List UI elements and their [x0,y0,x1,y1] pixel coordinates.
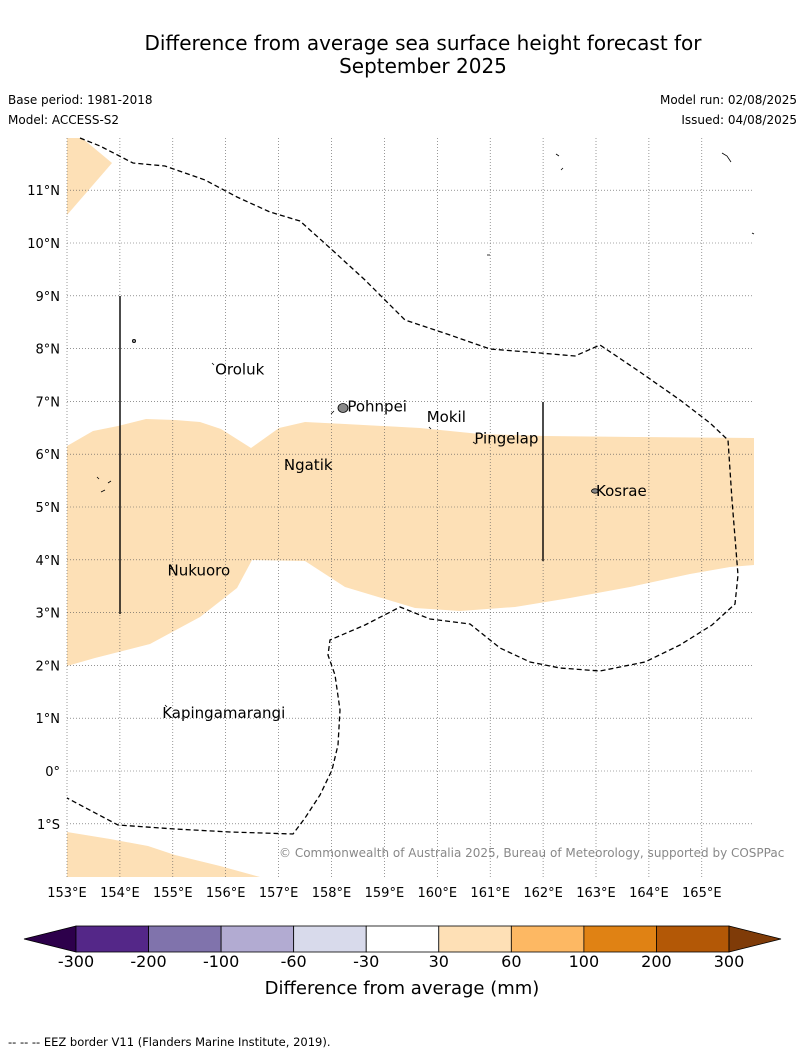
latitude-tick-label: 5°N [36,501,61,516]
copyright-notice: © Commonwealth of Australia 2025, Bureau… [279,846,785,860]
place-label: Kosrae [596,482,647,500]
latitude-tick-label: 11°N [27,184,60,199]
longitude-tick-label: 156°E [206,886,246,901]
colorbar-tick-label: -300 [57,952,95,971]
longitude-tick-label: 157°E [259,886,299,901]
colorbar-tick-label: -60 [280,952,307,971]
longitude-labels: 153°E 154°E 155°E 156°E 157°E 158°E 159°E 160°E… [47,886,721,901]
latitude-labels: 11°N 10°N 9°N 8°N 7°N 6°N 5°N 4°N 3°N 2°N 1°N 0° 1°S [27,184,60,833]
colorbar-segment [510,925,585,953]
longitude-tick-label: 164°E [629,886,669,901]
sea-surface-anomaly-layer [67,138,754,877]
longitude-tick-label: 165°E [682,886,722,901]
eez-legend-note: -- -- -- EEZ border V11 (Flanders Marine… [8,1035,331,1049]
island-marker [751,232,755,235]
shaded-region [67,832,260,877]
island-marker [285,463,289,467]
title-line-2: September 2025 [339,54,507,78]
colorbar-over-arrow [728,925,782,953]
island-marker [169,567,174,571]
longitude-tick-label: 160°E [418,886,458,901]
place-labels: Oroluk Pohnpei Mokil Pingelap Ngatik Kosrae Nu… [162,361,646,722]
shaded-region [67,419,754,666]
latitude-tick-label: 6°N [36,448,61,463]
island-marker [330,410,335,415]
colorbar-tick-label: 60 [501,952,522,971]
longitude-tick-label: 158°E [312,886,352,901]
place-label: Pohnpei [347,398,407,416]
island-marker [131,338,136,343]
latitude-tick-label: 1°S [37,818,60,833]
colorbar-segment [75,925,149,953]
colorbar-tick-label: -30 [353,952,380,971]
colorbar-tick-label: 300 [713,952,745,971]
island-marker [472,441,477,445]
pohnpei-island [337,403,349,413]
island-outlines [96,152,755,708]
latitude-tick-label: 8°N [36,343,61,358]
colorbar-tick-label: -200 [130,952,167,971]
latitude-tick-label: 3°N [36,607,61,622]
place-label: Kapingamarangi [162,704,285,722]
longitude-tick-label: 162°E [523,886,563,901]
colorbar-segment [438,925,512,953]
colorbar-tick-label: -100 [202,952,240,971]
issued-date: Issued: 04/08/2025 [681,113,797,127]
colorbar-tick-label: 100 [568,952,600,971]
longitude-tick-label: 154°E [100,886,140,901]
longitude-tick-label: 153°E [47,886,87,901]
latitude-tick-label: 4°N [36,554,61,569]
kosrae-island [591,488,599,494]
title-line-1: Difference from average sea surface heig… [144,31,702,55]
longitude-tick-label: 163°E [576,886,616,901]
place-label: Mokil [427,408,466,426]
latitude-tick-label: 9°N [36,290,61,305]
colorbar-segment [583,925,657,953]
latitude-tick-label: 2°N [36,659,61,674]
island-marker [721,152,732,163]
colorbar-segment [220,925,295,953]
model-run: Model run: 02/08/2025 [659,93,797,107]
colorbar-tick-label: 200 [641,952,672,971]
place-label: Oroluk [215,361,264,379]
colorbar [23,925,782,953]
base-period: Base period: 1981-2018 [8,93,153,107]
island-marker [555,153,564,171]
longitude-tick-label: 159°E [365,886,405,901]
longitude-tick-label: 155°E [153,886,193,901]
island-marker [211,362,215,366]
island-marker [96,476,112,493]
place-label: Nukuoro [168,561,231,579]
place-label: Ngatik [284,456,333,474]
shaded-region [67,138,112,215]
island-marker [164,704,168,708]
island-marker [428,426,432,430]
model-name: Model: ACCESS-S2 [8,113,120,127]
colorbar-segment [365,925,440,953]
colorbar-segment [293,925,367,953]
place-label: Pingelap [474,429,538,447]
latitude-tick-label: 1°N [36,712,61,727]
longitude-tick-label: 161°E [470,886,510,901]
colorbar-title: Difference from average (mm) [264,978,540,999]
colorbar-tick-label: 30 [428,952,449,971]
colorbar-segment [148,925,222,953]
latitude-tick-label: 10°N [27,237,60,252]
map-title: Difference from average sea surface heig… [0,32,804,78]
colorbar-segment [656,925,730,953]
eez-border [66,137,739,835]
latitude-tick-label: 7°N [36,395,61,410]
latitude-tick-label: 0° [45,765,60,780]
graticule [66,138,754,877]
colorbar-under-arrow [23,925,77,953]
